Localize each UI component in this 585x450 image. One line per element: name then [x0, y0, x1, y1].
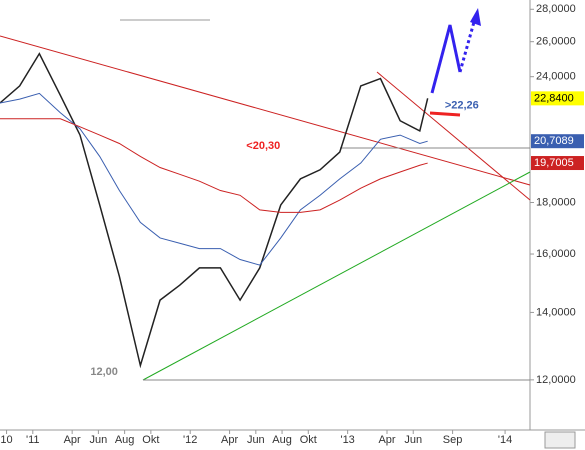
x-tick-label: Sep — [443, 434, 463, 446]
y-tick-label: 12,0000 — [536, 374, 576, 386]
last-value-box — [531, 156, 584, 171]
x-tick-label: '14 — [498, 434, 512, 446]
series-line — [0, 52, 429, 369]
x-tick-label: Aug — [115, 434, 135, 446]
trend-line — [0, 35, 531, 186]
annotation: 12,00 — [90, 366, 118, 378]
x-tick-label: '13 — [340, 434, 354, 446]
x-tick-label: Apr — [221, 434, 238, 446]
x-tick-label: '11 — [26, 434, 40, 446]
corner-icon — [544, 431, 576, 449]
forecast-arrow — [430, 24, 462, 94]
last-value-label: 19,7005 — [534, 157, 574, 169]
x-tick-label: Apr — [378, 434, 395, 446]
x-tick-label: Aug — [272, 434, 292, 446]
y-tick-label: 26,0000 — [536, 36, 576, 48]
x-tick-label: Okt — [300, 434, 317, 446]
break-mark — [429, 111, 461, 117]
x-tick-label: Jun — [90, 434, 108, 446]
x-tick-label: Apr — [64, 434, 81, 446]
series-line — [0, 92, 428, 266]
trend-line — [376, 71, 531, 201]
y-tick-label: 14,0000 — [536, 306, 576, 318]
x-tick-label: Jun — [404, 434, 422, 446]
last-value-box — [531, 134, 584, 149]
x-tick-label: Okt — [142, 434, 159, 446]
x-tick-label: '12 — [183, 434, 197, 446]
forecast-arrow — [470, 8, 481, 26]
annotation: <20,30 — [246, 140, 280, 152]
x-tick-label: 10 — [0, 434, 12, 446]
x-tick-label: Jun — [247, 434, 265, 446]
y-tick-label: 24,0000 — [536, 71, 576, 83]
annotation: >22,26 — [445, 100, 479, 112]
y-tick-label: 28,0000 — [536, 3, 576, 15]
y-tick-label: 16,0000 — [536, 248, 576, 260]
last-value-box — [531, 91, 584, 106]
last-value-label: 22,8400 — [534, 92, 574, 104]
last-value-label: 20,7089 — [534, 135, 574, 147]
y-tick-label: 18,0000 — [536, 196, 576, 208]
forecast-arrow — [458, 21, 476, 73]
trend-line — [142, 171, 531, 381]
series-line — [0, 118, 428, 213]
